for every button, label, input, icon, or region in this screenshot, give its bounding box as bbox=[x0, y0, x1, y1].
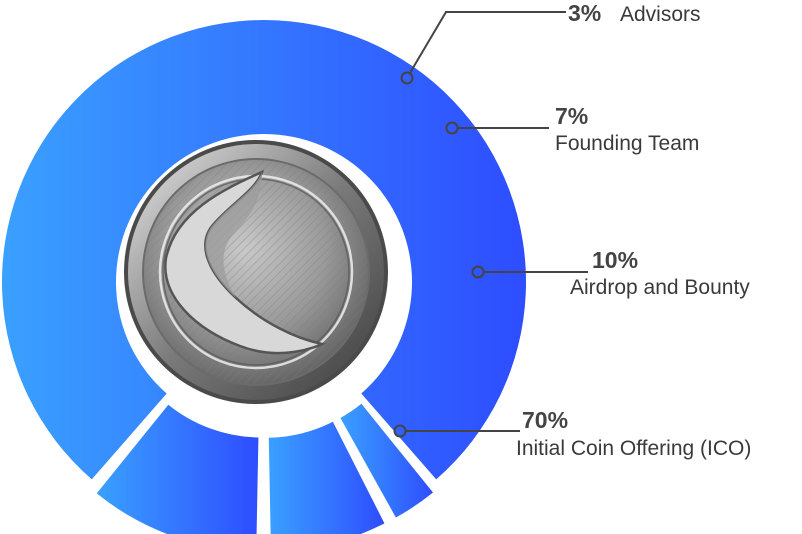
coin-logo-icon bbox=[124, 140, 388, 404]
chart-annotations: 70% Initial Coin Offering (ICO) 3% Advisors… bbox=[393, 0, 751, 460]
donut-slice-airdrop-and-bounty bbox=[96, 404, 259, 534]
donut-slice-initial-coin-offering-ico bbox=[1, 19, 527, 480]
donut-slice-founding-team bbox=[268, 421, 385, 534]
data-label-initial-coin-offering-ico: 70% bbox=[522, 407, 568, 433]
category-label-airdrop-and-bounty: Airdrop and Bounty bbox=[570, 276, 750, 299]
category-label-advisors: Advisors bbox=[620, 3, 701, 26]
data-label-airdrop-and-bounty: 10% bbox=[592, 247, 638, 273]
donut-slices bbox=[1, 19, 527, 534]
leader-dot-advisors bbox=[400, 71, 414, 85]
data-label-founding-team: 7% bbox=[555, 103, 588, 129]
donut-slice-advisors bbox=[340, 403, 433, 518]
category-label-founding-team: Founding Team bbox=[555, 132, 699, 155]
leader-line-advisors bbox=[408, 11, 566, 74]
category-label-initial-coin-offering-ico: Initial Coin Offering (ICO) bbox=[516, 437, 751, 460]
data-label-advisors: 3% bbox=[568, 0, 601, 26]
